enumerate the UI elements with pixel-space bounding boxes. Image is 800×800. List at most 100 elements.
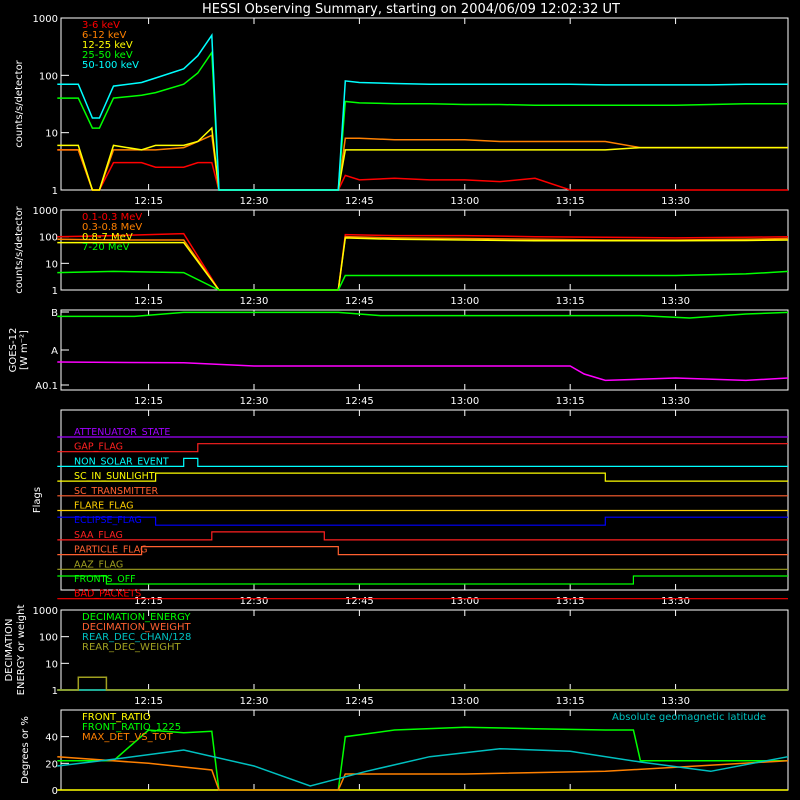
legend-entry: 50-100 keV bbox=[82, 60, 139, 71]
flag-label: PARTICLE_FLAG bbox=[74, 545, 147, 556]
y-tick-label: 20 bbox=[45, 759, 58, 770]
x-tick-label: 12:30 bbox=[240, 596, 269, 607]
y-tick-label: 1 bbox=[52, 286, 58, 297]
x-tick-label: 13:00 bbox=[450, 696, 479, 707]
x-tick-label: 13:30 bbox=[661, 296, 690, 307]
x-tick-label: 12:45 bbox=[345, 296, 374, 307]
y-tick-label: 100 bbox=[39, 633, 58, 644]
panel-frame bbox=[60, 209, 789, 291]
x-tick-label: 12:15 bbox=[134, 396, 163, 407]
flag-label: ATTENUATOR_STATE bbox=[74, 427, 170, 438]
y-tick-label: 1000 bbox=[33, 606, 58, 617]
series-line-highE-1 bbox=[57, 235, 789, 291]
y-tick-label: 10 bbox=[45, 129, 58, 140]
x-tick-label: 12:45 bbox=[345, 396, 374, 407]
series-line-highE-2 bbox=[57, 237, 789, 291]
legend-entry: 0.3-0.8 MeV bbox=[82, 222, 142, 233]
x-tick-label: 13:00 bbox=[450, 596, 479, 607]
x-tick-label: 12:30 bbox=[240, 696, 269, 707]
y-tick-label: B bbox=[51, 308, 58, 319]
series-line-dec-3 bbox=[57, 676, 788, 691]
series-line-lowE-0 bbox=[57, 149, 788, 191]
flag-line-3 bbox=[57, 472, 788, 482]
y-axis-label: counts/s/detector bbox=[14, 205, 25, 293]
series-line-goes-0 bbox=[57, 311, 789, 319]
x-tick-label: 12:45 bbox=[345, 196, 374, 207]
flag-label: SC_TRANSMITTER bbox=[74, 486, 159, 497]
series-line-ratio-2 bbox=[57, 755, 789, 791]
legend-entry: DECIMATION_WEIGHT bbox=[82, 622, 191, 633]
chart-title: HESSI Observing Summary, starting on 200… bbox=[202, 2, 620, 17]
flag-line-1 bbox=[57, 443, 788, 453]
annotation-text: Absolute geomagnetic latitude bbox=[612, 712, 766, 723]
flag-line-8 bbox=[57, 545, 788, 556]
legend-entry: 6-12 keV bbox=[82, 30, 126, 41]
x-tick-label: 12:15 bbox=[134, 696, 163, 707]
y-axis-label: [W m⁻²] bbox=[19, 330, 30, 370]
y-axis-label: DECIMATION bbox=[4, 618, 15, 681]
flag-line-7 bbox=[57, 531, 788, 541]
x-tick-label: 12:15 bbox=[134, 296, 163, 307]
x-tick-label: 13:30 bbox=[661, 396, 690, 407]
flag-label: SAA_FLAG bbox=[74, 530, 123, 541]
series-line-ratio-3 bbox=[57, 747, 789, 787]
y-axis-label: GOES-12 bbox=[8, 328, 19, 373]
series-line-highE-0 bbox=[57, 232, 789, 291]
flag-label: NON_SOLAR_EVENT bbox=[74, 456, 169, 467]
legend-entry: DECIMATION_ENERGY bbox=[82, 612, 191, 623]
x-tick-label: 13:00 bbox=[450, 296, 479, 307]
legend-entry: 0.1-0.3 MeV bbox=[82, 212, 142, 223]
x-tick-label: 13:15 bbox=[556, 596, 585, 607]
y-tick-label: 1000 bbox=[33, 206, 58, 217]
legend-entry: MAX_DET_VS_TOT bbox=[82, 732, 174, 743]
flag-label: FLARE_FLAG bbox=[74, 501, 134, 512]
x-tick-label: 13:00 bbox=[450, 196, 479, 207]
x-tick-label: 13:30 bbox=[661, 596, 690, 607]
series-line-goes-1 bbox=[57, 361, 789, 382]
y-tick-label: 100 bbox=[39, 233, 58, 244]
y-tick-label: 100 bbox=[39, 71, 58, 82]
y-tick-label: 1000 bbox=[33, 14, 58, 25]
x-tick-label: 13:30 bbox=[661, 696, 690, 707]
flag-label: AAZ_FLAG bbox=[74, 559, 123, 570]
x-tick-label: 12:15 bbox=[134, 196, 163, 207]
legend-entry: 25-50 keV bbox=[82, 50, 133, 61]
y-axis-label: counts/s/detector bbox=[14, 59, 25, 147]
legend-entry: FRONT_RATIO bbox=[82, 712, 151, 723]
y-tick-label: A bbox=[51, 346, 58, 357]
x-tick-label: 12:30 bbox=[240, 396, 269, 407]
flag-line-10 bbox=[57, 575, 788, 585]
legend-entry: 0.8-7 MeV bbox=[82, 232, 133, 243]
legend-entry: 3-6 keV bbox=[82, 20, 120, 31]
x-tick-label: 13:15 bbox=[556, 396, 585, 407]
series-line-lowE-2 bbox=[57, 126, 788, 191]
y-tick-label: 1 bbox=[52, 686, 58, 697]
y-tick-label: 0 bbox=[52, 786, 58, 797]
x-tick-label: 13:15 bbox=[556, 296, 585, 307]
y-tick-label: 1 bbox=[52, 186, 58, 197]
flag-label: GAP_FLAG bbox=[74, 442, 123, 453]
x-tick-label: 13:15 bbox=[556, 696, 585, 707]
flag-label: BAD_PACKETS bbox=[74, 589, 141, 600]
series-line-ratio-1 bbox=[57, 726, 788, 791]
y-axis-label: Degrees or % bbox=[20, 716, 31, 784]
y-tick-label: A0.1 bbox=[35, 381, 58, 392]
legend-entry: REAR_DEC_WEIGHT bbox=[82, 642, 181, 653]
y-axis-label: ENERGY or weight bbox=[16, 605, 27, 696]
flag-label: FRONTS_OFF bbox=[74, 574, 136, 585]
legend-entry: 7-20 MeV bbox=[82, 242, 130, 253]
flag-label: SC_IN_SUNLIGHT bbox=[74, 471, 155, 482]
panel-frame bbox=[60, 409, 789, 591]
flag-label: ECLIPSE_FLAG bbox=[74, 515, 142, 526]
legend-entry: FRONT_RATIO_1225 bbox=[82, 722, 181, 733]
y-axis-label: Flags bbox=[32, 487, 43, 513]
x-tick-label: 12:30 bbox=[240, 196, 269, 207]
series-line-lowE-3 bbox=[57, 50, 788, 191]
series-line-lowE-1 bbox=[57, 134, 788, 191]
x-tick-label: 13:00 bbox=[450, 396, 479, 407]
y-tick-label: 40 bbox=[45, 733, 58, 744]
flag-line-2 bbox=[57, 457, 788, 467]
x-tick-label: 12:15 bbox=[134, 596, 163, 607]
x-tick-label: 13:15 bbox=[556, 196, 585, 207]
